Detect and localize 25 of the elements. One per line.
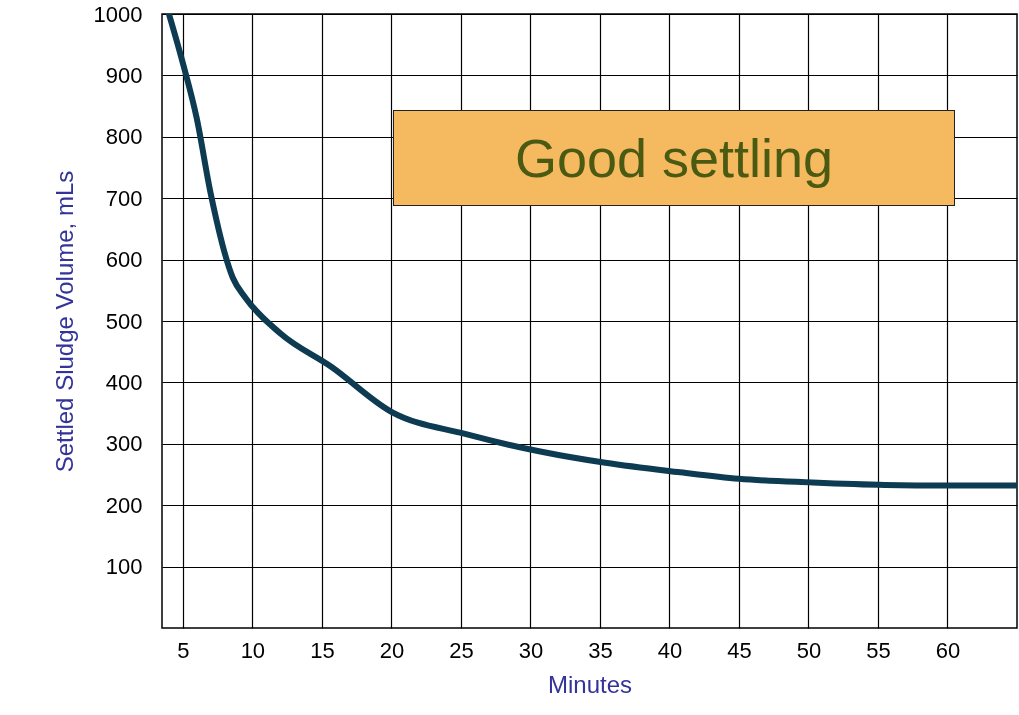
y-tick-label: 200 [105, 492, 143, 518]
y-tick-label: 1000 [93, 1, 143, 27]
y-tick-label: 600 [105, 247, 143, 273]
x-axis-title: Minutes [547, 670, 633, 698]
x-tick-label: 35 [588, 637, 613, 663]
y-tick-label: 700 [105, 185, 143, 211]
y-axis-title: Settled Sludge Volume, mLs [50, 170, 78, 473]
y-tick-label: 900 [105, 62, 143, 88]
y-tick-label: 300 [105, 431, 143, 457]
label-box: Good settling [393, 110, 955, 206]
y-tick-label: 500 [105, 308, 143, 334]
x-tick-label: 5 [177, 637, 190, 663]
x-tick-label: 25 [449, 637, 474, 663]
x-tick-label: 45 [727, 637, 752, 663]
x-tick-label: 55 [866, 637, 891, 663]
x-tick-label: 30 [518, 637, 544, 663]
y-tick-label: 800 [105, 124, 143, 150]
x-tick-label: 40 [657, 637, 683, 663]
y-tick-label: 400 [105, 369, 143, 395]
x-tick-label: 20 [379, 637, 405, 663]
x-tick-label: 10 [240, 637, 266, 663]
x-tick-label: 15 [310, 637, 335, 663]
y-tick-label: 100 [105, 554, 143, 580]
x-tick-label: 60 [935, 637, 961, 663]
x-tick-label: 50 [796, 637, 822, 663]
